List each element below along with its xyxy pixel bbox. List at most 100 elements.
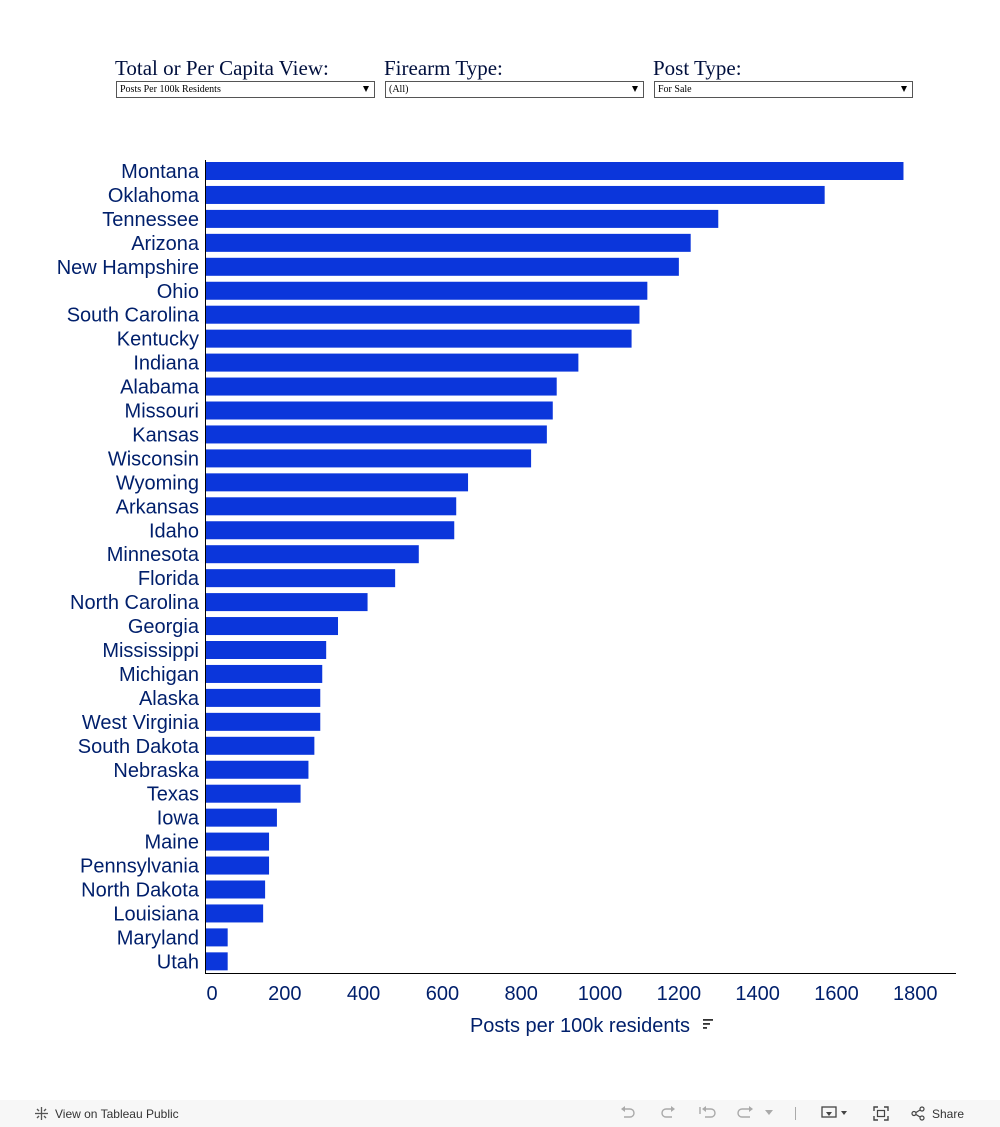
bar-arizona[interactable] bbox=[206, 233, 691, 252]
redo-button[interactable] bbox=[660, 1106, 676, 1120]
bar-pennsylvania[interactable] bbox=[206, 856, 270, 875]
download-button[interactable] bbox=[821, 1106, 849, 1120]
category-label: North Dakota bbox=[81, 880, 200, 902]
view-type-value: Posts Per 100k Residents bbox=[120, 84, 221, 95]
more-options-button[interactable] bbox=[765, 1110, 773, 1116]
category-label: Iowa bbox=[157, 808, 200, 830]
bar-alabama[interactable] bbox=[206, 377, 557, 396]
category-label: Utah bbox=[157, 951, 199, 973]
bar-montana[interactable] bbox=[206, 162, 904, 180]
footer-divider bbox=[795, 1107, 796, 1120]
refresh-button[interactable] bbox=[736, 1106, 754, 1120]
category-label: Indiana bbox=[133, 353, 199, 375]
tableau-footer: View on Tableau Public Share bbox=[0, 1100, 1000, 1127]
category-label: Tennessee bbox=[102, 209, 199, 231]
bar-kansas[interactable] bbox=[206, 425, 547, 444]
bar-florida[interactable] bbox=[206, 569, 396, 588]
bar-indiana[interactable] bbox=[206, 353, 579, 372]
fullscreen-icon bbox=[873, 1106, 889, 1121]
bar-arkansas[interactable] bbox=[206, 497, 457, 516]
bar-georgia[interactable] bbox=[206, 617, 339, 636]
bar-south-dakota[interactable] bbox=[206, 736, 315, 755]
dropdown-arrow-icon bbox=[363, 86, 369, 92]
bar-iowa[interactable] bbox=[206, 808, 277, 827]
category-label: Michigan bbox=[119, 664, 199, 686]
dropdown-arrow-icon bbox=[901, 86, 907, 92]
filter-view-type-label: Total or Per Capita View: bbox=[115, 56, 329, 80]
bar-idaho[interactable] bbox=[206, 521, 455, 540]
category-label: Nebraska bbox=[113, 760, 199, 782]
bar-north-dakota[interactable] bbox=[206, 880, 266, 899]
post-type-dropdown[interactable]: For Sale bbox=[654, 81, 913, 98]
post-type-value: For Sale bbox=[658, 84, 692, 95]
category-label: Louisiana bbox=[113, 903, 200, 925]
bar-south-carolina[interactable] bbox=[206, 305, 640, 324]
bar-minnesota[interactable] bbox=[206, 545, 419, 564]
fullscreen-button[interactable] bbox=[873, 1106, 889, 1121]
bar-utah[interactable] bbox=[206, 952, 228, 971]
bar-wyoming[interactable] bbox=[206, 473, 469, 492]
bar-mississippi[interactable] bbox=[206, 641, 327, 659]
bar-maine[interactable] bbox=[206, 832, 270, 851]
category-label: Minnesota bbox=[107, 544, 200, 566]
bar-new-hampshire[interactable] bbox=[206, 257, 679, 276]
undo-button[interactable] bbox=[620, 1106, 636, 1120]
caret-down-icon bbox=[765, 1110, 773, 1115]
revert-button[interactable] bbox=[699, 1106, 717, 1120]
x-tick-label: 1800 bbox=[893, 983, 938, 1005]
x-tick-label: 0 bbox=[206, 983, 217, 1005]
share-label: Share bbox=[932, 1106, 965, 1121]
bar-north-carolina[interactable] bbox=[206, 593, 368, 612]
category-label: Kansas bbox=[132, 424, 199, 446]
category-label: Wyoming bbox=[116, 472, 199, 494]
x-tick-label: 1600 bbox=[814, 983, 859, 1005]
filter-post-type: Post Type: For Sale bbox=[653, 56, 913, 98]
view-on-tableau-link[interactable]: View on Tableau Public bbox=[34, 1106, 179, 1121]
view-on-tableau-label: View on Tableau Public bbox=[55, 1106, 179, 1121]
category-label: Texas bbox=[147, 784, 199, 806]
bar-missouri[interactable] bbox=[206, 401, 553, 420]
x-tick-label: 400 bbox=[347, 983, 380, 1005]
bar-michigan[interactable] bbox=[206, 664, 323, 683]
share-button[interactable]: Share bbox=[910, 1106, 964, 1121]
category-label: Maryland bbox=[117, 927, 199, 949]
bar-alaska[interactable] bbox=[206, 688, 321, 707]
bars-group bbox=[206, 162, 904, 971]
category-label: South Dakota bbox=[78, 736, 200, 758]
bar-west-virginia[interactable] bbox=[206, 712, 321, 731]
refresh-icon bbox=[737, 1106, 753, 1118]
x-tick-label: 800 bbox=[505, 983, 538, 1005]
download-icon bbox=[821, 1106, 847, 1118]
bar-texas[interactable] bbox=[206, 784, 301, 803]
bar-louisiana[interactable] bbox=[206, 904, 264, 923]
category-label: Alabama bbox=[120, 377, 200, 399]
filter-post-type-label: Post Type: bbox=[653, 56, 742, 80]
category-label: Georgia bbox=[128, 616, 200, 638]
sort-icon[interactable] bbox=[703, 1019, 713, 1029]
undo-icon bbox=[621, 1106, 635, 1118]
bar-maryland[interactable] bbox=[206, 928, 228, 947]
dropdown-arrow-icon bbox=[632, 86, 638, 92]
bar-oklahoma[interactable] bbox=[206, 185, 825, 204]
firearm-type-dropdown[interactable]: (All) bbox=[385, 81, 644, 98]
bar-kentucky[interactable] bbox=[206, 329, 632, 348]
bar-wisconsin[interactable] bbox=[206, 449, 532, 468]
revert-icon bbox=[699, 1106, 716, 1118]
x-tick-label: 1000 bbox=[578, 983, 623, 1005]
category-label: Florida bbox=[138, 568, 200, 590]
x-tick-labels-group: 0 200 400 600 800 1000 1200 1400 1600 1800 bbox=[206, 983, 937, 1005]
share-icon bbox=[911, 1106, 925, 1121]
x-tick-label: 1200 bbox=[657, 983, 702, 1005]
bar-nebraska[interactable] bbox=[206, 760, 309, 779]
filter-firearm-type: Firearm Type: (All) bbox=[384, 56, 644, 98]
bar-ohio[interactable] bbox=[206, 281, 648, 300]
filter-firearm-type-label: Firearm Type: bbox=[384, 56, 503, 80]
bar-tennessee[interactable] bbox=[206, 209, 719, 228]
category-label: Montana bbox=[121, 161, 200, 183]
view-type-dropdown[interactable]: Posts Per 100k Residents bbox=[116, 81, 375, 98]
x-axis-label: Posts per 100k residents bbox=[470, 1015, 690, 1037]
category-label: West Virginia bbox=[82, 712, 200, 734]
category-label: Kentucky bbox=[117, 329, 199, 351]
